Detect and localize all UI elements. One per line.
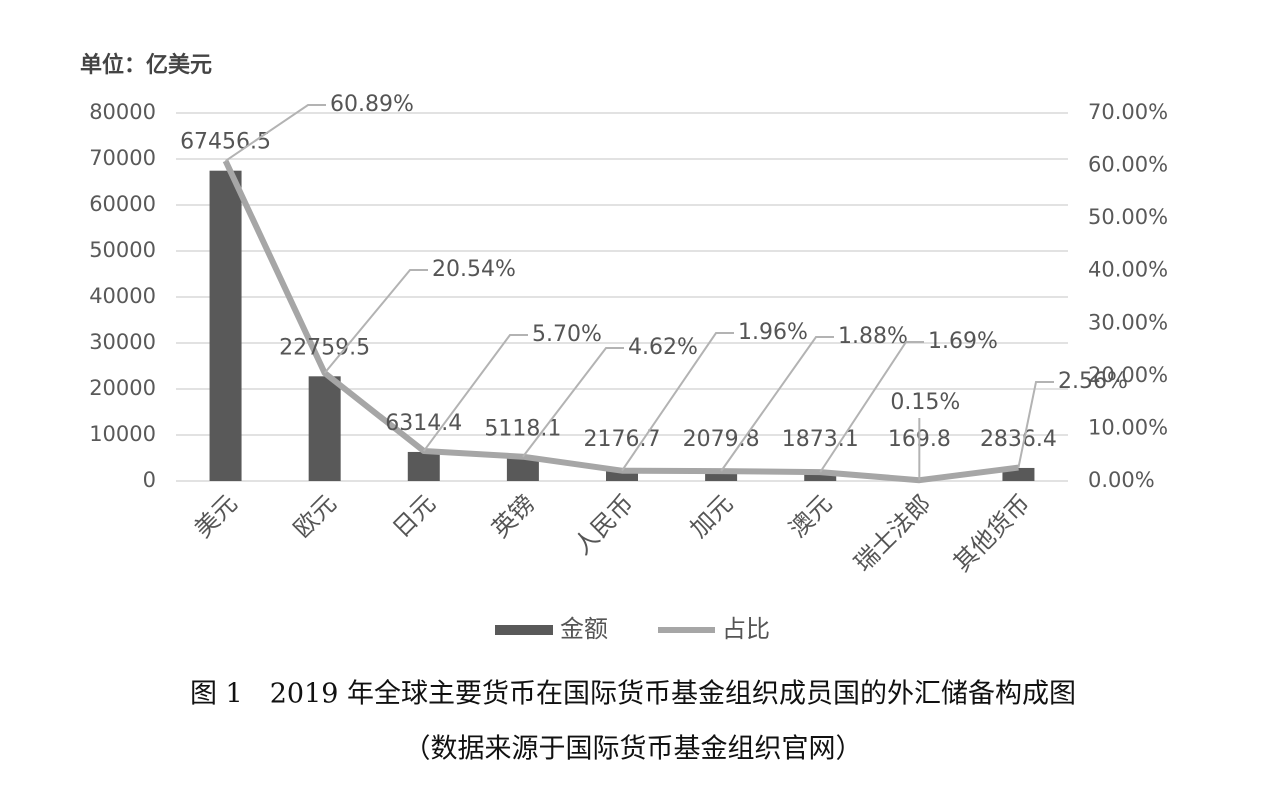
leader-line [224, 104, 326, 162]
bar [606, 470, 638, 481]
x-tick-label: 日元 [387, 489, 441, 543]
line-value-label: 2.56% [1058, 369, 1128, 394]
y-tick-label: 60000 [89, 192, 156, 216]
x-tick-label: 其他货币 [948, 489, 1036, 577]
line-value-label: 1.96% [738, 320, 808, 345]
bar-value-label: 22759.5 [279, 335, 370, 360]
legend-swatch [495, 625, 553, 635]
bar-value-label: 2079.8 [683, 427, 760, 452]
unit-label: 单位：亿美元 [80, 52, 212, 78]
y-tick-label: 40000 [89, 284, 156, 308]
leader-line [1017, 381, 1054, 468]
bar-value-label: 2836.4 [980, 427, 1057, 452]
y2-tick-label: 20.00% [1088, 363, 1168, 387]
line-value-label: 1.88% [838, 324, 908, 349]
bar-value-label: 5118.1 [484, 416, 561, 441]
y2-tick-label: 70.00% [1088, 100, 1168, 124]
bar [804, 472, 837, 481]
line-value-label: 60.89% [330, 92, 414, 117]
y-tick-label: 80000 [89, 100, 156, 124]
source: （数据来源于国际货币基金组织官网） [404, 734, 863, 765]
bar [209, 170, 242, 481]
caption: 图 1 2019 年全球主要货币在国际货币基金组织成员国的外汇储备构成图 [190, 679, 1076, 710]
legend-label: 占比 [722, 615, 770, 643]
legend-label: 金额 [560, 615, 608, 643]
y-tick-label: 10000 [89, 422, 156, 446]
y2-tick-label: 0.00% [1088, 468, 1155, 492]
leader-line [819, 341, 924, 473]
leader-line [621, 332, 734, 472]
leader-line [422, 334, 528, 452]
y-tick-label: 50000 [89, 238, 156, 262]
leader-line [522, 347, 624, 458]
leader-line [323, 269, 428, 374]
y-tick-label: 0 [143, 468, 156, 492]
x-tick-label: 人民币 [568, 489, 639, 560]
line-value-label: 5.70% [532, 322, 602, 347]
bar-value-label: 67456.5 [180, 130, 271, 155]
y2-tick-label: 60.00% [1088, 153, 1168, 177]
y2-tick-label: 30.00% [1088, 310, 1168, 334]
x-tick-label: 澳元 [784, 489, 838, 543]
y2-tick-label: 50.00% [1088, 205, 1168, 229]
line-value-label: 20.54% [432, 257, 516, 282]
bar-value-label: 1873.1 [782, 427, 859, 452]
x-tick-label: 瑞士法郎 [849, 489, 937, 577]
x-tick-label: 加元 [685, 489, 739, 543]
y-tick-label: 70000 [89, 146, 156, 170]
bar [308, 376, 341, 481]
x-tick-label: 美元 [189, 489, 243, 543]
bar [705, 471, 738, 481]
bar-value-label: 2176.7 [584, 427, 661, 452]
y-tick-label: 20000 [89, 376, 156, 400]
bar [407, 451, 440, 481]
line-value-label: 1.69% [928, 329, 998, 354]
y2-tick-label: 40.00% [1088, 258, 1168, 282]
leader-line [720, 336, 834, 472]
line-value-label: 4.62% [628, 335, 698, 360]
x-tick-label: 英镑 [486, 489, 540, 543]
y2-tick-label: 10.00% [1088, 415, 1168, 439]
x-tick-label: 欧元 [288, 489, 342, 543]
y-tick-label: 30000 [89, 330, 156, 354]
bar [506, 457, 539, 481]
line-value-label: 0.15% [890, 390, 960, 415]
